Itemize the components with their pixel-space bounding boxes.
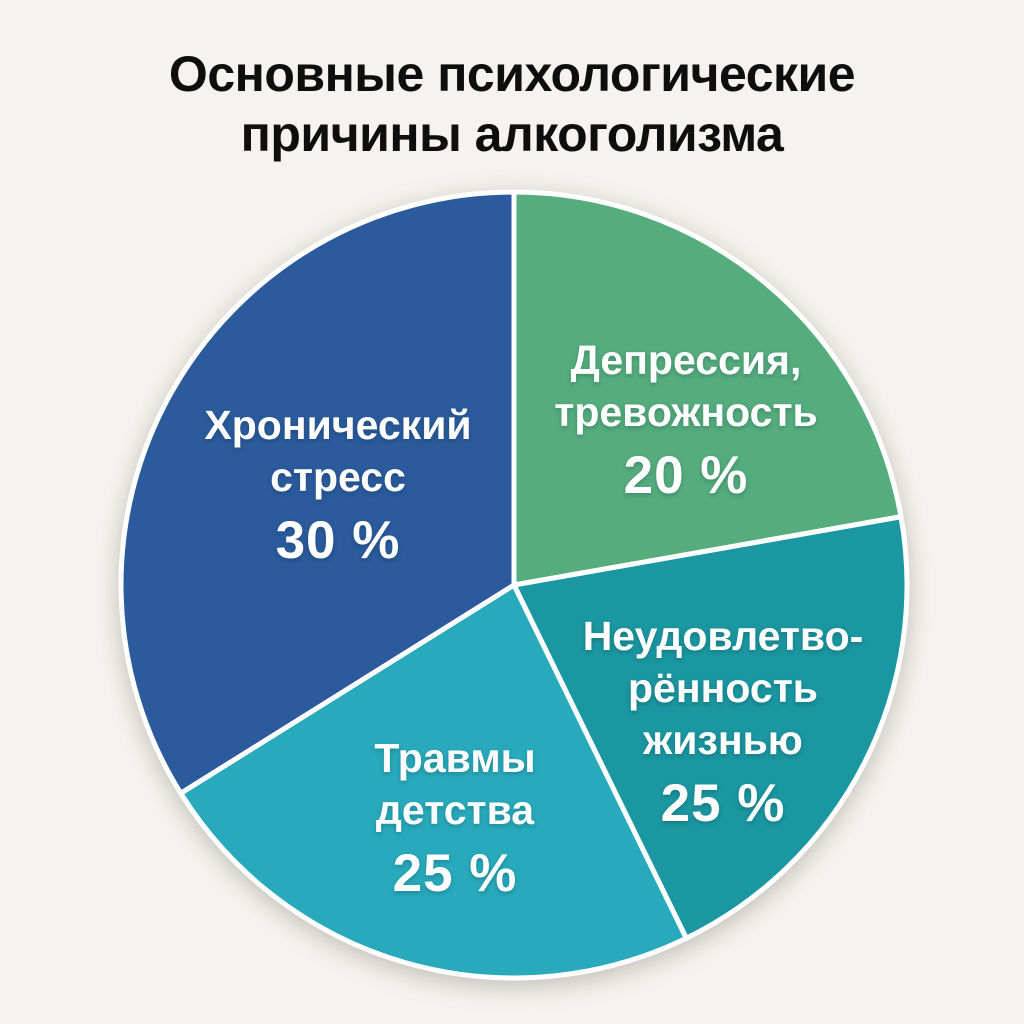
pie-slice-chronic-stress (118, 189, 517, 796)
chart-title-line-2: причины алкоголизма (240, 106, 784, 162)
pie-slice-depression (511, 189, 904, 588)
chart-title: Основные психологические причины алкогол… (0, 44, 1024, 164)
pie-slice-life-dissatisfaction (511, 514, 910, 941)
chart-title-line-1: Основные психологические (168, 46, 856, 102)
pie-slice-childhood-trauma (178, 582, 689, 981)
